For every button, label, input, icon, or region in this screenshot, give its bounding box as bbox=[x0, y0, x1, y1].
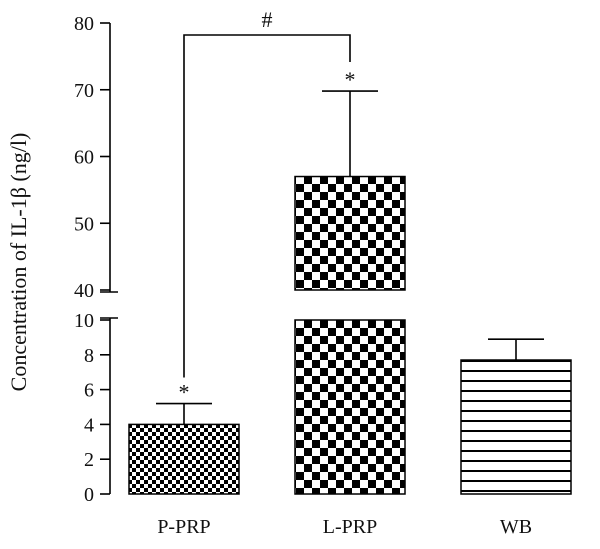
y-tick-label-lower-10: 10 bbox=[74, 310, 94, 332]
y-tick-label-upper-80: 80 bbox=[74, 13, 94, 35]
bar-l-prp-upper-segment bbox=[294, 175, 406, 291]
y-tick-label-lower-2: 2 bbox=[84, 449, 94, 471]
annotations: * * # bbox=[179, 7, 356, 405]
bar-wb bbox=[460, 359, 572, 495]
y-axis-title: Concentration of IL-1β (ng/l) bbox=[6, 133, 31, 392]
y-axis: 0 2 4 6 8 10 40 50 60 70 80 bbox=[74, 13, 118, 506]
x-tick-label-wb: WB bbox=[500, 516, 532, 538]
x-tick-label-p-prp: P-PRP bbox=[157, 516, 210, 538]
y-tick-label-upper-60: 60 bbox=[74, 147, 94, 169]
significance-bracket bbox=[183, 34, 351, 378]
y-tick-label-upper-70: 70 bbox=[74, 80, 94, 102]
bar-l-prp-lower-segment bbox=[294, 319, 406, 495]
bars bbox=[128, 90, 572, 495]
category-labels: P-PRP L-PRP WB bbox=[157, 516, 532, 538]
y-tick-label-lower-6: 6 bbox=[84, 380, 94, 402]
y-tick-label-upper-50: 50 bbox=[74, 213, 94, 235]
x-tick-label-l-prp: L-PRP bbox=[323, 516, 377, 538]
significance-hash: # bbox=[262, 7, 273, 32]
significance-star-p-prp: * bbox=[179, 380, 190, 405]
significance-star-l-prp: * bbox=[345, 67, 356, 92]
y-tick-label-upper-40: 40 bbox=[74, 280, 94, 302]
y-tick-label-lower-0: 0 bbox=[84, 484, 94, 506]
y-tick-label-lower-4: 4 bbox=[84, 414, 94, 436]
y-tick-label-lower-8: 8 bbox=[84, 345, 94, 367]
bar-p-prp bbox=[128, 423, 240, 495]
